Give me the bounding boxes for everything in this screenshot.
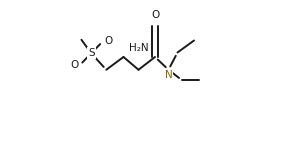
Text: S: S bbox=[88, 48, 95, 58]
Text: O: O bbox=[70, 60, 78, 70]
Text: O: O bbox=[104, 36, 113, 46]
Text: O: O bbox=[151, 10, 159, 20]
Text: H₂N: H₂N bbox=[129, 43, 148, 53]
Text: N: N bbox=[165, 70, 172, 81]
